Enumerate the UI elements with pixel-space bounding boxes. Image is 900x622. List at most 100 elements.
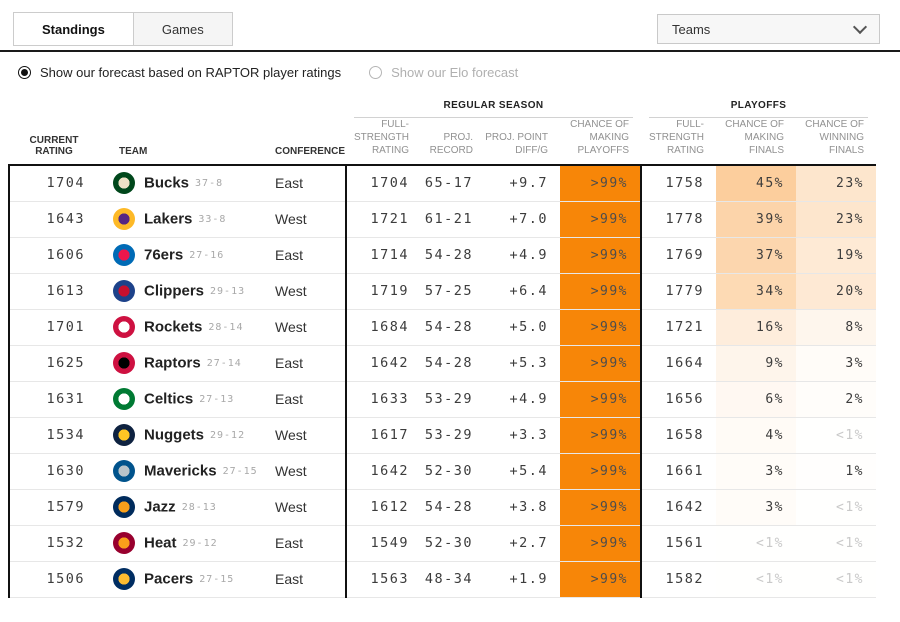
cell-make-finals: 3% xyxy=(716,489,796,526)
table-row: 1506 Pacers 27-15 East 1563 48-34 +1.9 >99% 1582… xyxy=(8,561,876,598)
cell-conference: West xyxy=(261,489,346,526)
table-row: 1532 Heat 29-12 East 1549 52-30 +2.7 >99% 1561 <1… xyxy=(8,525,876,562)
cell-win-finals: 23% xyxy=(796,165,876,202)
tab-games[interactable]: Games xyxy=(133,12,233,46)
cell-proj-diff: +5.0 xyxy=(485,309,560,346)
team-record: 27-13 xyxy=(199,393,235,405)
cell-make-finals: 34% xyxy=(716,273,796,310)
cell-fs-rating: 1704 xyxy=(345,165,421,202)
regular-season-group-header: REGULAR SEASON xyxy=(354,100,633,118)
team-name: Bucks xyxy=(144,174,190,192)
team-logo-icon xyxy=(113,496,135,518)
cell-proj-record: 54-28 xyxy=(421,489,485,526)
cell-fs-rating: 1721 xyxy=(345,201,421,238)
col-header-playoff-fs-rating: Full-Strength Rating xyxy=(649,119,704,156)
team-name: Raptors xyxy=(144,354,201,372)
team-logo-icon xyxy=(113,280,135,302)
cell-win-finals: 19% xyxy=(796,237,876,274)
cell-playoffs-chance: >99% xyxy=(560,453,641,490)
cell-proj-record: 61-21 xyxy=(421,201,485,238)
team-name: Pacers xyxy=(144,570,194,588)
top-bar: Standings Games Teams xyxy=(0,0,900,50)
tab-standings[interactable]: Standings xyxy=(13,12,134,46)
cell-fs-rating: 1642 xyxy=(345,453,421,490)
cell-playoffs-chance: >99% xyxy=(560,165,641,202)
radio-raptor-label: Show our forecast based on RAPTOR player… xyxy=(40,65,342,80)
team-record: 27-14 xyxy=(206,357,242,369)
cell-make-finals: 9% xyxy=(716,345,796,382)
cell-team: Clippers 29-13 xyxy=(99,273,261,310)
col-header-make-finals: Chance of Making Finals xyxy=(725,119,784,156)
cell-team: Mavericks 27-15 xyxy=(99,453,261,490)
column-header-row: Current Rating Team Conference Full-Stre… xyxy=(9,118,876,165)
team-logo-icon xyxy=(113,388,135,410)
team-logo-icon xyxy=(113,424,135,446)
teams-dropdown-label: Teams xyxy=(672,21,711,37)
cell-make-finals: <1% xyxy=(716,561,796,598)
col-header-conference: Conference xyxy=(275,146,346,157)
cell-current-rating: 1701 xyxy=(8,309,99,346)
cell-playoff-fs-rating: 1561 xyxy=(640,525,716,562)
radio-elo-forecast[interactable]: Show our Elo forecast xyxy=(369,65,518,80)
radio-unselected-icon xyxy=(369,66,383,79)
cell-win-finals: 2% xyxy=(796,381,876,418)
cell-team: Pacers 27-15 xyxy=(99,561,261,598)
team-logo-icon xyxy=(113,352,135,374)
cell-current-rating: 1704 xyxy=(8,165,99,202)
cell-proj-record: 52-30 xyxy=(421,525,485,562)
cell-current-rating: 1613 xyxy=(8,273,99,310)
cell-proj-record: 54-28 xyxy=(421,345,485,382)
team-logo-icon xyxy=(113,244,135,266)
col-header-proj-diff: Proj. Point Diff/G xyxy=(485,132,548,156)
col-header-proj-record: Proj. Record xyxy=(429,132,473,156)
group-header-row: REGULAR SEASON PLAYOFFS xyxy=(9,98,876,118)
cell-conference: West xyxy=(261,453,346,490)
cell-playoffs-chance: >99% xyxy=(560,561,641,598)
table-row: 1606 76ers 27-16 East 1714 54-28 +4.9 >99% 1769 3… xyxy=(8,237,876,274)
col-header-fs-rating: Full-Strength Rating xyxy=(354,119,409,156)
cell-proj-diff: +6.4 xyxy=(485,273,560,310)
cell-playoffs-chance: >99% xyxy=(560,273,641,310)
team-name: Clippers xyxy=(144,282,205,300)
cell-team: Raptors 27-14 xyxy=(99,345,261,382)
cell-team: Heat 29-12 xyxy=(99,525,261,562)
team-record: 29-13 xyxy=(210,285,246,297)
cell-fs-rating: 1617 xyxy=(345,417,421,454)
team-name: Mavericks xyxy=(144,462,217,480)
cell-conference: East xyxy=(261,561,346,598)
cell-playoff-fs-rating: 1664 xyxy=(640,345,716,382)
cell-team: 76ers 27-16 xyxy=(99,237,261,274)
cell-win-finals: <1% xyxy=(796,561,876,598)
cell-win-finals: 3% xyxy=(796,345,876,382)
cell-conference: West xyxy=(261,309,346,346)
cell-proj-diff: +4.9 xyxy=(485,381,560,418)
col-header-playoffs-chance: Chance of Making Playoffs xyxy=(570,119,629,156)
cell-playoff-fs-rating: 1779 xyxy=(640,273,716,310)
cell-conference: East xyxy=(261,345,346,382)
radio-elo-label: Show our Elo forecast xyxy=(391,65,519,80)
view-tabs: Standings Games xyxy=(13,12,233,46)
table-row: 1625 Raptors 27-14 East 1642 54-28 +5.3 >99% 166… xyxy=(8,345,876,382)
cell-proj-diff: +7.0 xyxy=(485,201,560,238)
cell-playoffs-chance: >99% xyxy=(560,201,641,238)
cell-playoffs-chance: >99% xyxy=(560,309,641,346)
playoffs-group-header: PLAYOFFS xyxy=(649,100,868,118)
cell-playoff-fs-rating: 1658 xyxy=(640,417,716,454)
cell-playoffs-chance: >99% xyxy=(560,237,641,274)
cell-conference: East xyxy=(261,237,346,274)
cell-fs-rating: 1684 xyxy=(345,309,421,346)
radio-selected-icon xyxy=(18,66,31,79)
team-record: 33-8 xyxy=(198,213,227,225)
radio-raptor-forecast[interactable]: Show our forecast based on RAPTOR player… xyxy=(18,65,341,80)
cell-make-finals: 3% xyxy=(716,453,796,490)
cell-current-rating: 1631 xyxy=(8,381,99,418)
team-name: Rockets xyxy=(144,318,203,336)
cell-fs-rating: 1612 xyxy=(345,489,421,526)
chevron-down-icon xyxy=(852,19,868,35)
team-record: 27-15 xyxy=(222,465,258,477)
cell-fs-rating: 1719 xyxy=(345,273,421,310)
cell-proj-record: 53-29 xyxy=(421,381,485,418)
teams-dropdown[interactable]: Teams xyxy=(657,14,880,44)
cell-proj-diff: +2.7 xyxy=(485,525,560,562)
cell-win-finals: 8% xyxy=(796,309,876,346)
